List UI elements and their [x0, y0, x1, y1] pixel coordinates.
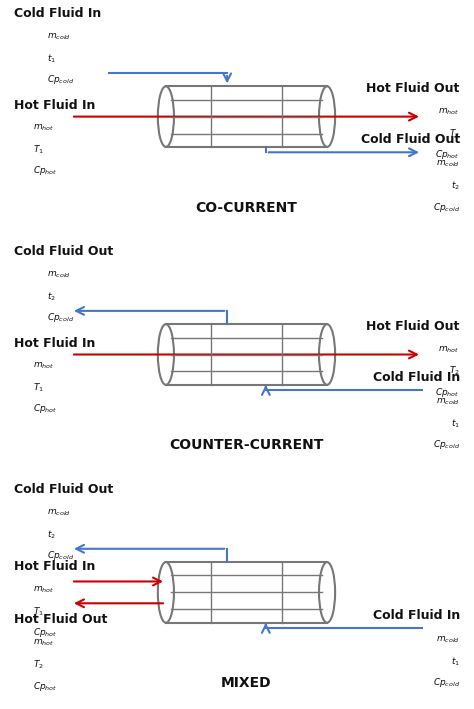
Text: $Cp_{cold}$: $Cp_{cold}$ [47, 74, 74, 86]
Text: Cold Fluid Out: Cold Fluid Out [14, 245, 113, 258]
Text: $m_{cold}$: $m_{cold}$ [436, 159, 460, 169]
Text: Hot Fluid In: Hot Fluid In [14, 99, 96, 112]
Text: $Cp_{cold}$: $Cp_{cold}$ [433, 438, 460, 452]
Ellipse shape [158, 86, 174, 147]
Text: $m_{hot}$: $m_{hot}$ [33, 584, 55, 595]
Text: $m_{cold}$: $m_{cold}$ [436, 635, 460, 645]
Text: $Cp_{hot}$: $Cp_{hot}$ [33, 626, 58, 640]
Text: $Cp_{cold}$: $Cp_{cold}$ [433, 201, 460, 213]
Ellipse shape [158, 324, 174, 385]
Text: $Cp_{hot}$: $Cp_{hot}$ [435, 386, 460, 399]
Ellipse shape [319, 324, 335, 385]
Text: CO-CURRENT: CO-CURRENT [196, 201, 297, 215]
Text: $Cp_{hot}$: $Cp_{hot}$ [435, 148, 460, 161]
Text: Cold Fluid In: Cold Fluid In [14, 7, 101, 20]
Text: $T_2$: $T_2$ [449, 127, 460, 140]
Text: $Cp_{hot}$: $Cp_{hot}$ [33, 680, 58, 693]
Text: $Cp_{cold}$: $Cp_{cold}$ [433, 676, 460, 689]
Text: $t_2$: $t_2$ [451, 179, 460, 192]
Ellipse shape [319, 86, 335, 147]
Text: COUNTER-CURRENT: COUNTER-CURRENT [169, 438, 324, 452]
Bar [166, 562, 327, 623]
Text: $T_1$: $T_1$ [33, 381, 44, 393]
Text: $m_{hot}$: $m_{hot}$ [33, 360, 55, 371]
Text: Cold Fluid Out: Cold Fluid Out [361, 133, 460, 146]
Text: $m_{hot}$: $m_{hot}$ [438, 106, 460, 116]
Text: $m_{cold}$: $m_{cold}$ [47, 269, 71, 280]
Text: $t_1$: $t_1$ [451, 655, 460, 668]
Text: Cold Fluid Out: Cold Fluid Out [14, 483, 113, 496]
Bar [166, 86, 327, 147]
Text: $T_2$: $T_2$ [449, 365, 460, 377]
Text: Cold Fluid In: Cold Fluid In [373, 371, 460, 384]
Text: Cold Fluid In: Cold Fluid In [373, 609, 460, 622]
Text: $t_1$: $t_1$ [47, 52, 56, 65]
Text: $T_2$: $T_2$ [33, 659, 44, 671]
Text: Hot Fluid Out: Hot Fluid Out [14, 613, 108, 626]
Text: $Cp_{hot}$: $Cp_{hot}$ [33, 164, 58, 177]
Text: Hot Fluid Out: Hot Fluid Out [366, 320, 460, 333]
Text: $Cp_{cold}$: $Cp_{cold}$ [47, 311, 74, 324]
Text: Hot Fluid In: Hot Fluid In [14, 337, 96, 350]
Text: $Cp_{cold}$: $Cp_{cold}$ [47, 549, 74, 562]
Ellipse shape [319, 562, 335, 623]
Text: Hot Fluid In: Hot Fluid In [14, 559, 96, 573]
Text: MIXED: MIXED [221, 676, 272, 691]
Text: Hot Fluid Out: Hot Fluid Out [366, 82, 460, 94]
Text: $Cp_{hot}$: $Cp_{hot}$ [33, 402, 58, 415]
Bar [166, 324, 327, 385]
Text: $m_{cold}$: $m_{cold}$ [47, 31, 71, 42]
Text: $T_1$: $T_1$ [33, 605, 44, 618]
Text: $t_2$: $t_2$ [47, 291, 56, 303]
Text: $T_1$: $T_1$ [33, 143, 44, 156]
Text: $t_2$: $t_2$ [47, 528, 56, 541]
Text: $m_{cold}$: $m_{cold}$ [47, 507, 71, 518]
Text: $m_{cold}$: $m_{cold}$ [436, 396, 460, 407]
Text: $m_{hot}$: $m_{hot}$ [438, 344, 460, 354]
Text: $t_1$: $t_1$ [451, 418, 460, 430]
Text: $m_{hot}$: $m_{hot}$ [33, 123, 55, 133]
Ellipse shape [158, 562, 174, 623]
Text: $m_{hot}$: $m_{hot}$ [33, 638, 55, 648]
